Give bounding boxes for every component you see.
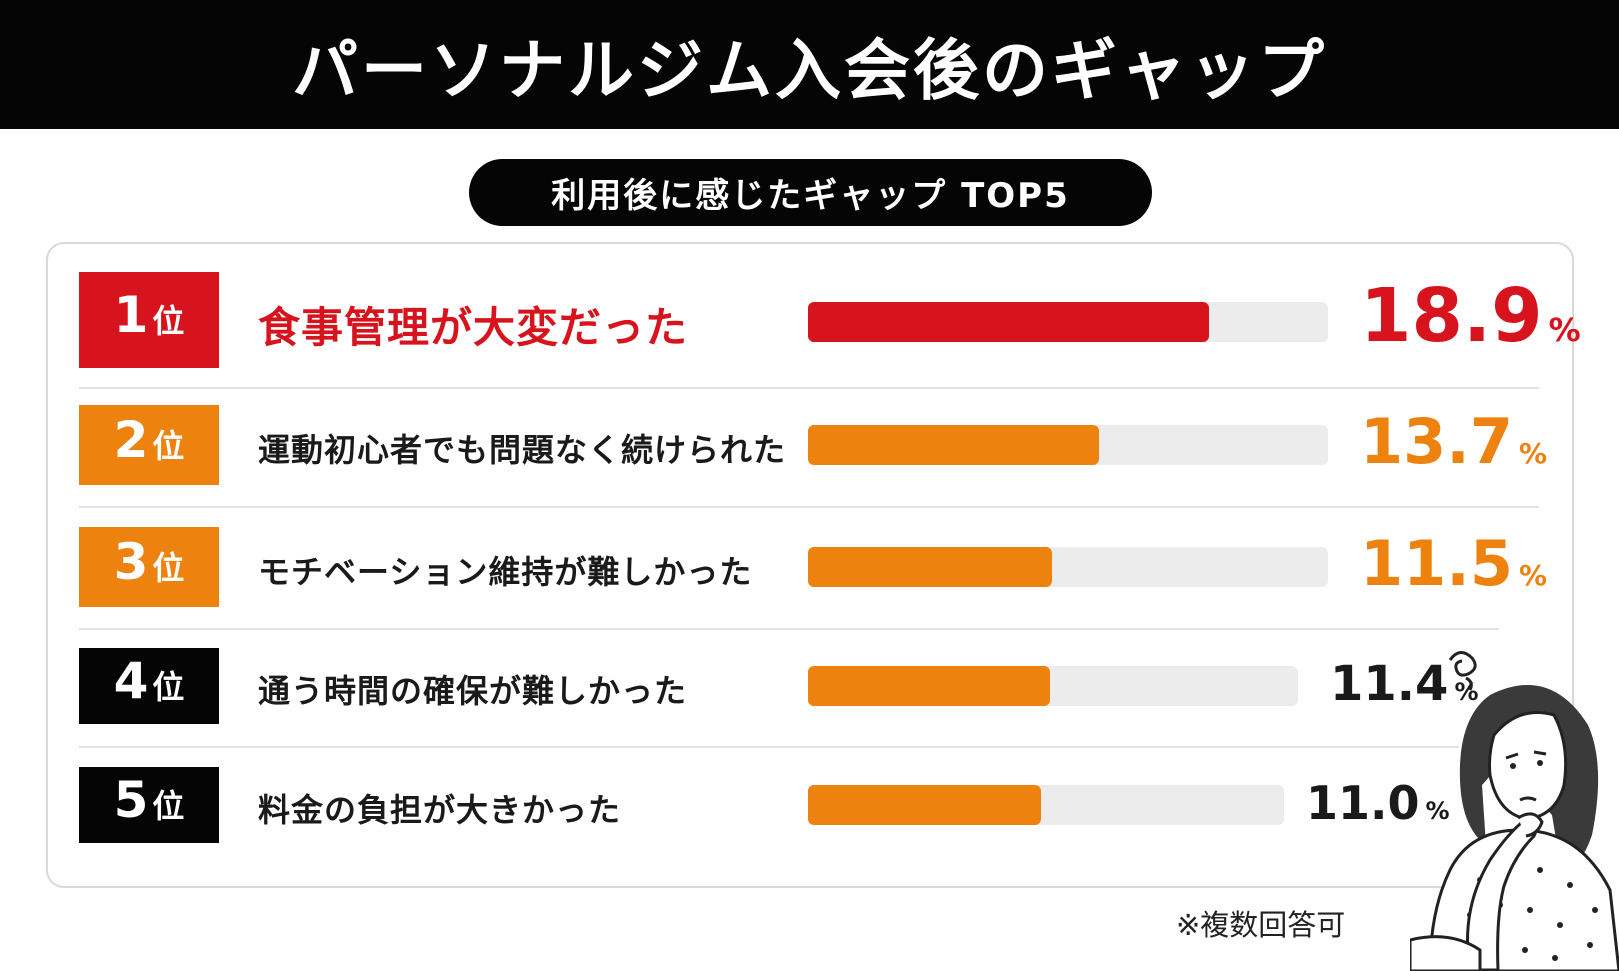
category-label: 食事管理が大変だった bbox=[258, 303, 689, 352]
category-label: 通う時間の確保が難しかった bbox=[258, 672, 688, 710]
value-label: 11.0% bbox=[1306, 780, 1450, 826]
rank-suffix: 位 bbox=[152, 302, 185, 340]
footnote: ※複数回答可 bbox=[1176, 908, 1346, 942]
bar bbox=[808, 425, 1099, 465]
row-divider bbox=[79, 386, 1539, 389]
chart-subtitle: 利用後に感じたギャップ TOP5 bbox=[551, 176, 1070, 216]
bar bbox=[808, 302, 1209, 342]
value-number: 11.0 bbox=[1306, 775, 1420, 830]
category-label: 運動初心者でも問題なく続けられた bbox=[258, 431, 787, 469]
category-label: 料金の負担が大きかった bbox=[258, 791, 622, 829]
subtitle-pill: 利用後に感じたギャップ TOP5 bbox=[469, 159, 1152, 226]
value-number: 18.9 bbox=[1360, 273, 1543, 360]
rank-number: 2 bbox=[113, 411, 149, 469]
page-title: パーソナルジム入会後のギャップ bbox=[292, 31, 1327, 109]
rank-suffix: 位 bbox=[152, 787, 185, 825]
bar bbox=[808, 666, 1050, 706]
rank-number: 5 bbox=[113, 771, 149, 829]
value-label: 13.7% bbox=[1360, 404, 1548, 478]
value-label: 11.5% bbox=[1360, 526, 1548, 600]
worried-woman-illustration bbox=[1410, 651, 1619, 971]
row-divider bbox=[79, 745, 1459, 748]
value-label: 18.9% bbox=[1360, 279, 1581, 353]
rank-number: 1 bbox=[113, 286, 149, 344]
rank-suffix: 位 bbox=[152, 427, 185, 465]
rank-suffix: 位 bbox=[152, 549, 185, 587]
category-label: モチベーション維持が難しかった bbox=[258, 553, 753, 591]
value-unit: % bbox=[1425, 796, 1450, 825]
header-bar: パーソナルジム入会後のギャップ bbox=[0, 0, 1619, 129]
value-unit: % bbox=[1548, 311, 1581, 350]
value-number: 11.5 bbox=[1360, 526, 1513, 600]
rank-number: 3 bbox=[113, 533, 149, 591]
value-unit: % bbox=[1518, 436, 1548, 470]
rank-number: 4 bbox=[113, 652, 149, 710]
row-divider bbox=[79, 627, 1499, 630]
row-divider bbox=[79, 506, 1539, 508]
value-label: 11.4% bbox=[1330, 660, 1478, 708]
bar bbox=[808, 547, 1052, 587]
value-number: 13.7 bbox=[1360, 404, 1513, 478]
value-unit: % bbox=[1518, 558, 1548, 592]
bar bbox=[808, 785, 1041, 825]
value-number: 11.4 bbox=[1330, 655, 1449, 712]
value-unit: % bbox=[1454, 677, 1479, 706]
rank-suffix: 位 bbox=[152, 668, 185, 706]
